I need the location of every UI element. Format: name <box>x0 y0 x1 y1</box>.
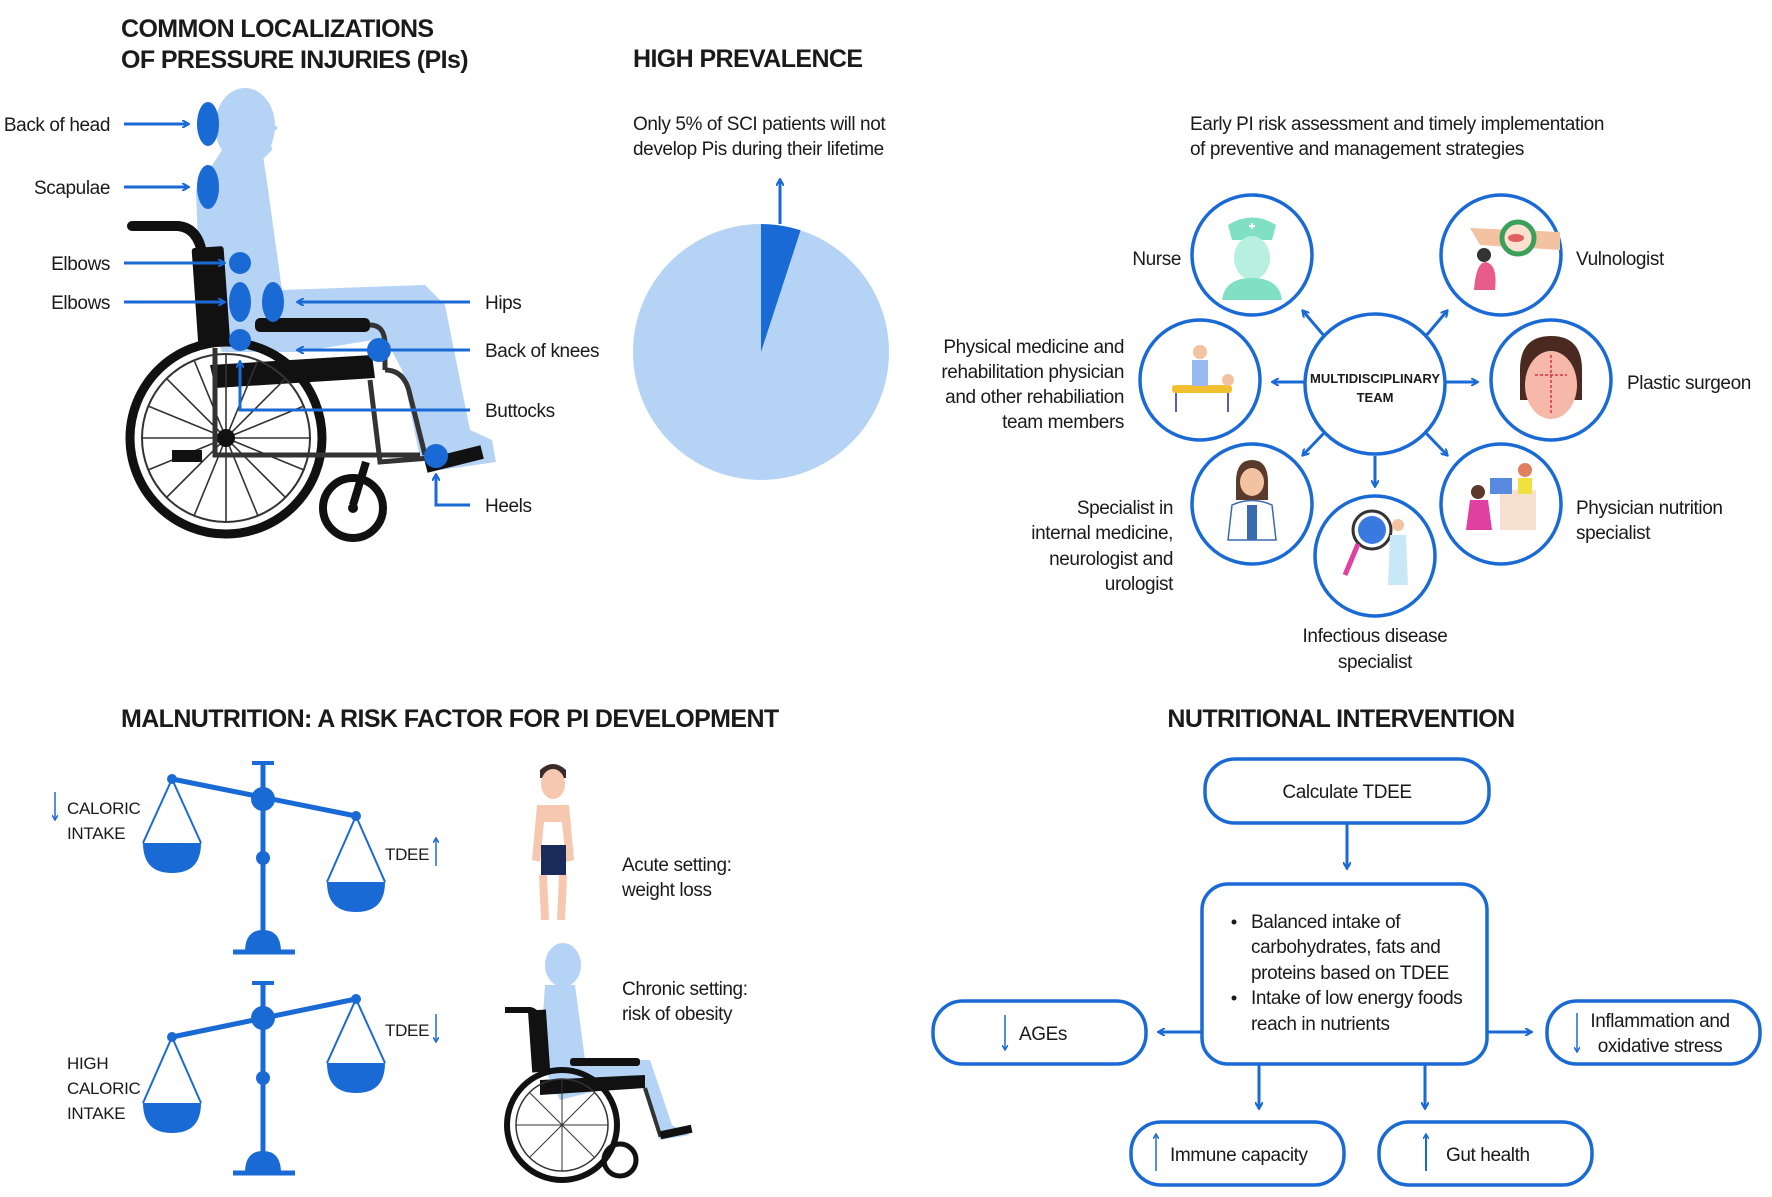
wheelchair-person-icon <box>504 943 693 1183</box>
bullet-line: Intake of low energy foods <box>1251 988 1462 1009</box>
acute-line: Acute setting: <box>622 855 732 876</box>
team-center-line: TEAM <box>1357 390 1394 405</box>
label-back-of-head: Back of head <box>4 115 110 136</box>
wound-magnifier-icon <box>1470 219 1560 290</box>
label-back-of-knees: Back of knees <box>485 341 599 362</box>
rehab-therapy-icon <box>1172 345 1234 412</box>
scale2-left-line: CALORIC <box>67 1079 140 1098</box>
pressure-arrows <box>124 124 470 507</box>
member-label: Nurse <box>1132 249 1181 270</box>
prevalence-text-line: Only 5% of SCI patients will not <box>633 114 886 135</box>
member-label: internal medicine, <box>1031 523 1173 544</box>
bullet-line: reach in nutrients <box>1251 1014 1390 1035</box>
bullet-line: Balanced intake of <box>1251 912 1401 933</box>
box-label: Gut health <box>1446 1145 1530 1166</box>
scale1-right: TDEE <box>385 845 429 864</box>
member-label: urologist <box>1105 574 1174 595</box>
team-center-line: MULTIDISCIPLINARY <box>1310 371 1440 386</box>
balance-scale-icon <box>142 981 386 1176</box>
prevalence-section: HIGH PREVALENCE Only 5% of SCI patients … <box>633 45 889 480</box>
pie-slice-highlight <box>761 224 801 352</box>
nurse-icon <box>1222 217 1282 300</box>
member-plastic-surgeon: Plastic surgeon <box>1489 318 1751 442</box>
bullet-line: proteins based on TDEE <box>1251 963 1449 984</box>
face-markings-icon <box>1520 336 1582 419</box>
balance-scale-icon <box>142 761 386 955</box>
member-label: neurologist and <box>1049 549 1173 570</box>
member-label: Infectious disease <box>1303 626 1448 647</box>
team-intro-line: of preventive and management strategies <box>1190 139 1524 160</box>
label-scapulae: Scapulae <box>34 178 110 199</box>
section-title: HIGH PREVALENCE <box>633 45 862 73</box>
member-label: team members <box>1002 412 1124 433</box>
section-title: MALNUTRITION: A RISK FACTOR FOR PI DEVEL… <box>121 705 779 733</box>
member-label: specialist <box>1576 523 1651 544</box>
team-intro-line: Early PI risk assessment and timely impl… <box>1190 114 1604 135</box>
acute-line: weight loss <box>621 880 712 901</box>
member-label: specialist <box>1338 652 1413 673</box>
section-title-line: OF PRESSURE INJURIES (PIs) <box>121 46 468 74</box>
box-label: Calculate TDEE <box>1282 782 1411 803</box>
member-nurse: Nurse <box>1132 193 1314 317</box>
label-elbows: Elbows <box>51 293 110 314</box>
immune-box: Immune capacity <box>1129 1120 1346 1187</box>
member-rehab: Physical medicine and rehabilitation phy… <box>941 318 1262 442</box>
member-label: and other rehabiliation <box>945 387 1124 408</box>
gut-box: Gut health <box>1377 1120 1594 1187</box>
box-label: AGEs <box>1019 1024 1067 1045</box>
member-internal-medicine: Specialist in internal medicine, neurolo… <box>1031 442 1314 595</box>
ages-box: AGEs <box>931 999 1148 1066</box>
team-section: Early PI risk assessment and timely impl… <box>941 114 1751 673</box>
label-elbows: Elbows <box>51 254 110 275</box>
malnutrition-section: MALNUTRITION: A RISK FACTOR FOR PI DEVEL… <box>55 705 780 1183</box>
box-label: Inflammation and <box>1590 1011 1729 1032</box>
member-label: Vulnologist <box>1576 249 1665 270</box>
microbe-magnifier-icon <box>1342 509 1408 585</box>
member-label: Specialist in <box>1077 498 1173 519</box>
box-label: Immune capacity <box>1170 1145 1309 1166</box>
intervention-section: NUTRITIONAL INTERVENTION Calculate TDEE … <box>931 705 1762 1187</box>
bullet-line: carbohydrates, fats and <box>1251 937 1440 958</box>
intake-box: Balanced intake of carbohydrates, fats a… <box>1200 882 1489 1066</box>
consultation-icon <box>1466 463 1536 530</box>
bullet-icon <box>1231 919 1237 925</box>
prevalence-text-line: develop Pis during their lifetime <box>633 139 884 160</box>
member-label: Physical medicine and <box>943 337 1124 358</box>
chronic-line: risk of obesity <box>622 1004 733 1025</box>
member-label: rehabilitation physician <box>941 362 1124 383</box>
thin-man-icon <box>532 764 574 921</box>
section-title-line: COMMON LOCALIZATIONS <box>121 15 434 43</box>
bullet-icon <box>1231 995 1237 1001</box>
calculate-tdee-box: Calculate TDEE <box>1203 757 1491 825</box>
team-arrows <box>1273 311 1477 486</box>
scale1-left-line: CALORIC <box>67 799 140 818</box>
person-silhouette <box>196 88 496 470</box>
box-label: oxidative stress <box>1598 1036 1723 1057</box>
chronic-line: Chronic setting: <box>622 979 748 1000</box>
doctor-icon <box>1227 460 1277 541</box>
scale2-left-line: INTAKE <box>67 1104 125 1123</box>
member-label: Plastic surgeon <box>1627 373 1751 394</box>
scale1-left-line: INTAKE <box>67 824 125 843</box>
member-vulnologist: Vulnologist <box>1439 193 1665 317</box>
localizations-section: COMMON LOCALIZATIONS OF PRESSURE INJURIE… <box>4 15 600 542</box>
team-center: MULTIDISCIPLINARY TEAM <box>1303 312 1447 456</box>
flow-arrows <box>1159 1032 1531 1108</box>
inflammation-box: Inflammation and oxidative stress <box>1545 999 1762 1066</box>
member-nutrition: Physician nutrition specialist <box>1439 442 1723 566</box>
section-title: NUTRITIONAL INTERVENTION <box>1167 705 1514 733</box>
label-buttocks: Buttocks <box>485 401 555 422</box>
label-heels: Heels <box>485 496 532 517</box>
scale2-left-line: HIGH <box>67 1054 108 1073</box>
label-hips: Hips <box>485 293 521 314</box>
member-infectious: Infectious disease specialist <box>1303 494 1448 673</box>
scale2-right: TDEE <box>385 1021 429 1040</box>
member-label: Physician nutrition <box>1576 498 1723 519</box>
